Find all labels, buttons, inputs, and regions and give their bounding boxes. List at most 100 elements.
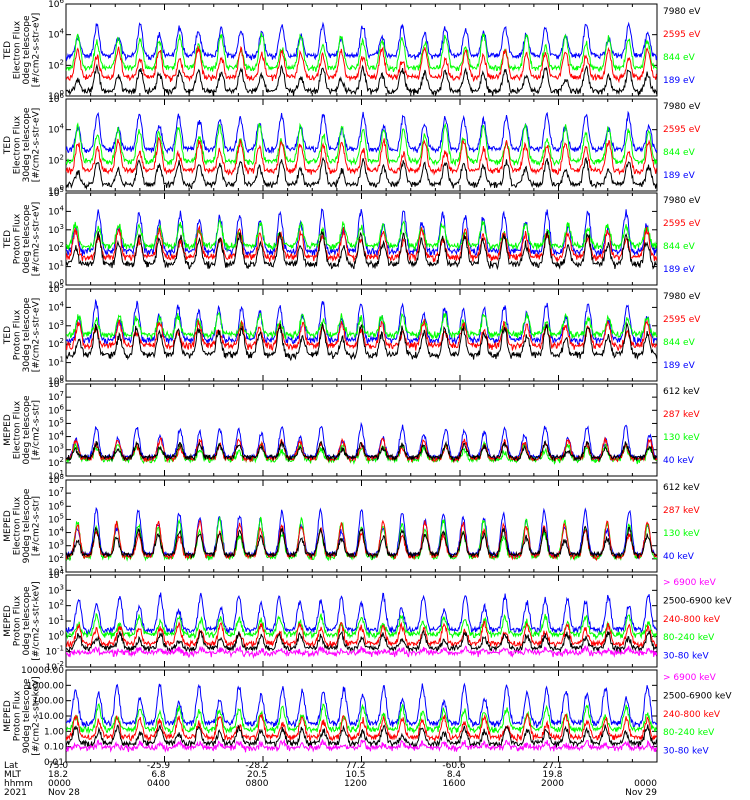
y-tick-label: 106 xyxy=(48,403,64,416)
y-tick-label: 100.00 xyxy=(33,697,65,707)
y-tick-label: 103 xyxy=(48,319,64,332)
series-line xyxy=(66,32,657,73)
series-line xyxy=(66,218,657,251)
y-tick-label: 1.00 xyxy=(44,727,64,737)
legend-entry: 40 keV xyxy=(663,552,695,562)
x-col-lat: 77.2 xyxy=(345,761,365,771)
legend-entry: 240-800 keV xyxy=(663,615,721,625)
y-tick-label: 103 xyxy=(48,539,64,552)
y-axis-label-line: Proton Flux xyxy=(13,690,23,741)
legend-entry: 287 keV xyxy=(663,410,700,420)
y-tick-label: 10-1 xyxy=(46,645,64,658)
y-tick-label: 102 xyxy=(48,241,64,254)
legend-entry: 2595 eV xyxy=(663,125,701,135)
x-col-lat: -60.6 xyxy=(442,761,466,771)
y-tick-label: 105 xyxy=(48,416,64,429)
y-axis-label-line: Electron Flux xyxy=(13,20,23,79)
y-tick-label: 102 xyxy=(48,599,64,612)
legend-entry: 844 eV xyxy=(663,242,696,252)
y-tick-label: 103 xyxy=(48,583,64,596)
series-line xyxy=(66,620,657,649)
y-tick-label: 100 xyxy=(48,629,64,642)
traces xyxy=(66,298,657,362)
series-line xyxy=(66,612,657,641)
x-col-hhmm: 0400 xyxy=(147,779,170,789)
traces xyxy=(66,208,657,271)
x-col-mlt: 6.8 xyxy=(151,770,166,780)
y-axis-label-line: [#/cm2-s-str-eV] xyxy=(32,108,42,183)
x-col-mlt: 19.8 xyxy=(542,770,562,780)
series-line xyxy=(66,21,657,62)
traces xyxy=(66,421,657,465)
series-line xyxy=(66,63,657,96)
y-axis-label-line: 0deg telescope xyxy=(22,586,32,656)
x-col-mlt: 20.5 xyxy=(247,770,267,780)
legend-entry: 2595 eV xyxy=(663,219,701,229)
legend-entry: 189 eV xyxy=(663,361,696,371)
y-tick-label: 1000.00 xyxy=(27,681,64,691)
legend-entry: 30-80 keV xyxy=(663,747,709,757)
legend-entry: 80-240 keV xyxy=(663,728,715,738)
x-row-label: Lat xyxy=(4,761,19,771)
series-line xyxy=(66,525,657,560)
legend-entry: 189 eV xyxy=(663,171,696,181)
y-axis-label-line: MEPED xyxy=(3,700,13,732)
y-tick-label: 10.00 xyxy=(38,712,64,722)
plot-frame xyxy=(65,479,658,573)
y-axis-label-line: Electron Flux xyxy=(13,115,23,174)
x-col-mlt: 8.4 xyxy=(447,770,462,780)
y-tick-label: 106 xyxy=(48,0,64,10)
x-col-hhmm: 0800 xyxy=(246,779,269,789)
y-tick-label: 107 xyxy=(48,390,64,403)
legend-entry: 189 eV xyxy=(663,76,696,86)
y-tick-label: 10000.00 xyxy=(21,666,64,676)
x-col-hhmm: 1600 xyxy=(443,779,466,789)
series-line xyxy=(66,311,657,341)
x-col-mlt: 18.2 xyxy=(48,770,68,780)
y-tick-label: 107 xyxy=(48,486,64,499)
y-tick-label: 102 xyxy=(48,337,64,350)
series-line xyxy=(66,110,657,154)
traces xyxy=(66,21,657,96)
x-col-date: Nov 29 xyxy=(625,788,657,798)
y-axis-label-line: [#/cm2-s-str-eV] xyxy=(32,13,42,88)
series-line xyxy=(66,738,657,753)
x-col-hhmm: 0000 xyxy=(48,779,71,789)
series-line xyxy=(66,122,657,167)
y-axis-label-line: TED xyxy=(3,136,13,155)
y-tick-label: 101 xyxy=(48,260,64,273)
legend-entry: 130 keV xyxy=(663,529,700,539)
y-axis-label-line: TED xyxy=(3,230,13,249)
traces xyxy=(66,682,657,753)
x-col-hhmm: 0000 xyxy=(634,779,657,789)
x-col-mlt: 10.5 xyxy=(345,770,365,780)
series-line xyxy=(66,156,657,191)
y-axis-label-line: 90deg telescope xyxy=(22,678,32,753)
y-axis-label-line: Electron Flux xyxy=(13,400,23,459)
y-axis-label-line: [#/cm2-s-str] xyxy=(32,496,42,556)
y-axis-label-line: [#/cm2-s-str] xyxy=(32,400,42,460)
series-line xyxy=(66,440,657,465)
y-tick-label: 106 xyxy=(48,499,64,512)
y-axis-label-line: 90deg telescope xyxy=(22,488,32,563)
x-col-hhmm: 2000 xyxy=(541,779,564,789)
legend-entry: 2595 eV xyxy=(663,30,701,40)
panel-8: 0.01 0.10 1.00 10.00 100.00 1000.00 10000.00 ME… xyxy=(3,666,732,768)
x-col-lat: 75.0 xyxy=(48,761,68,771)
x-row-label: MLT xyxy=(4,770,22,780)
legend-entry: 287 keV xyxy=(663,506,700,516)
series-line xyxy=(66,645,657,660)
y-tick-label: 102 xyxy=(48,58,64,71)
y-axis-label-line: Proton Flux xyxy=(13,595,23,646)
legend-entry: 844 eV xyxy=(663,53,696,63)
y-tick-label: 0.01 xyxy=(44,758,64,768)
y-axis-label-line: [#/cm2-s-str-keV] xyxy=(32,676,42,755)
